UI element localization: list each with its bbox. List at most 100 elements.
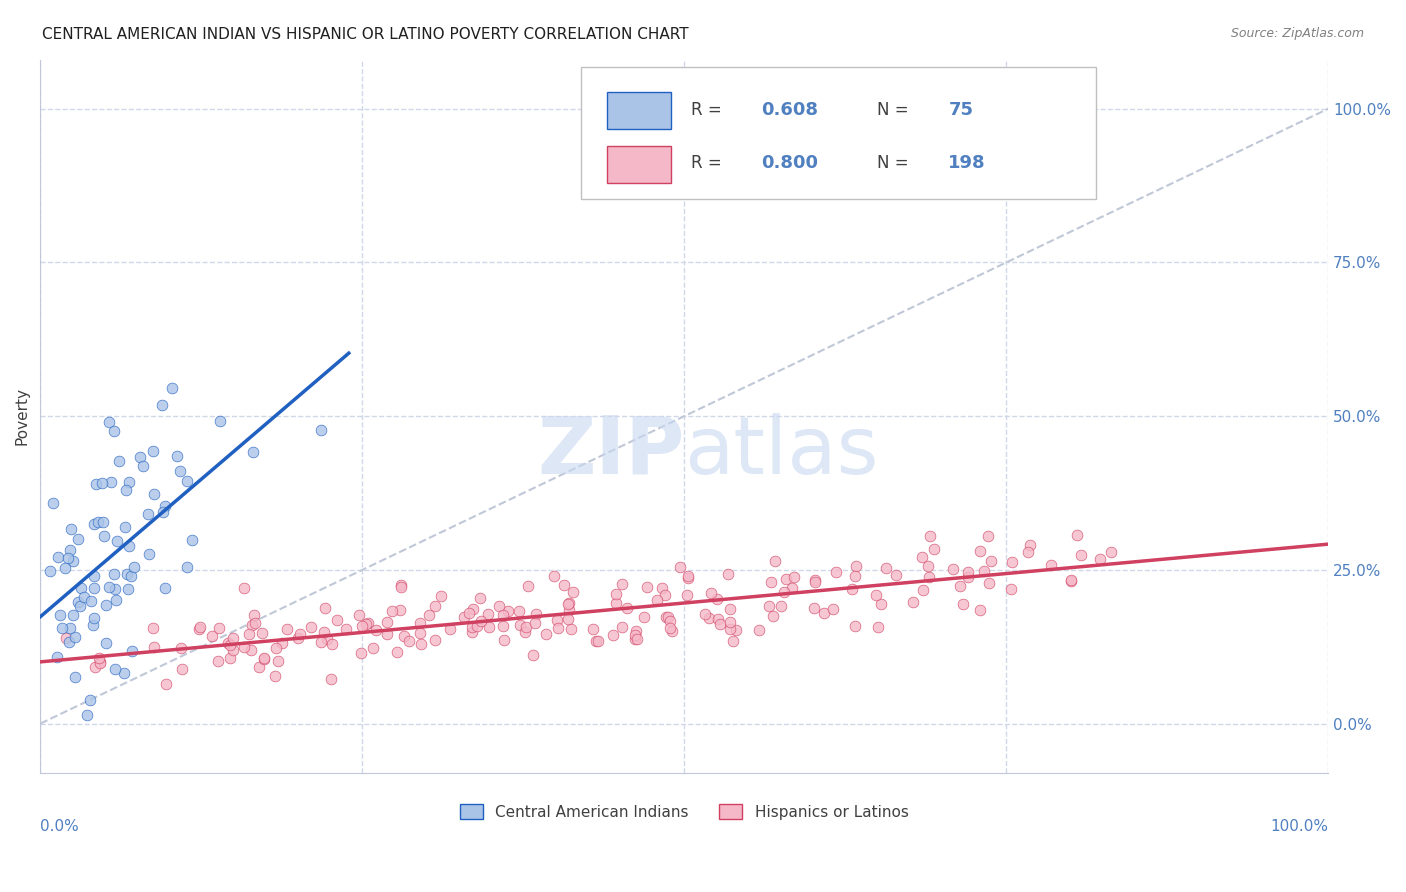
Point — [170, 640, 193, 655]
Point — [1040, 558, 1063, 572]
Text: 0.800: 0.800 — [762, 154, 818, 172]
Point — [53, 561, 76, 575]
Point — [222, 642, 245, 657]
Point — [155, 581, 177, 595]
Point — [121, 644, 143, 658]
Point — [866, 619, 889, 633]
Point — [93, 529, 115, 543]
Point — [86, 516, 108, 530]
Point — [948, 579, 970, 593]
Point — [89, 655, 111, 669]
Point — [841, 582, 863, 596]
Point — [977, 528, 1000, 542]
Point — [316, 632, 339, 647]
Point — [105, 593, 128, 607]
Point — [60, 522, 83, 536]
Point — [697, 610, 720, 624]
Point — [706, 592, 728, 607]
FancyBboxPatch shape — [607, 146, 672, 183]
Point — [84, 476, 107, 491]
Point — [155, 677, 177, 691]
Point — [335, 623, 357, 637]
Point — [969, 603, 991, 617]
Point — [969, 544, 991, 558]
Point — [956, 566, 979, 580]
Point — [624, 628, 647, 642]
Point — [247, 660, 270, 674]
Point — [253, 652, 276, 666]
Point — [56, 551, 79, 566]
Point — [166, 450, 188, 464]
Point — [669, 559, 692, 574]
Point — [980, 554, 1002, 568]
Point — [870, 597, 893, 611]
Point — [375, 615, 398, 629]
Point — [104, 582, 127, 596]
Point — [633, 609, 655, 624]
Point — [232, 640, 254, 655]
Point — [762, 609, 785, 624]
Point — [1017, 545, 1039, 559]
Point — [309, 423, 332, 437]
Point — [624, 624, 647, 639]
Point — [470, 614, 492, 628]
Point — [326, 613, 349, 627]
Point — [96, 598, 118, 612]
Point — [62, 553, 84, 567]
Point — [46, 649, 69, 664]
Point — [645, 592, 668, 607]
Point — [42, 496, 65, 510]
Point — [477, 607, 499, 621]
Point — [508, 604, 530, 618]
Point — [267, 654, 290, 668]
Point — [89, 656, 111, 670]
Point — [557, 612, 579, 626]
Point — [461, 620, 484, 634]
Point — [973, 564, 995, 578]
Point — [217, 636, 239, 650]
Point — [94, 636, 117, 650]
Point — [780, 581, 803, 595]
Point — [844, 569, 866, 583]
Point — [763, 554, 786, 568]
Point — [492, 608, 515, 623]
Point — [105, 534, 128, 549]
Point — [347, 608, 370, 623]
Point — [242, 607, 264, 622]
Point — [385, 645, 408, 659]
Point — [468, 591, 491, 606]
Point — [389, 580, 412, 594]
Point — [142, 640, 165, 655]
Point — [803, 600, 825, 615]
Point — [912, 582, 935, 597]
Point — [73, 590, 96, 604]
Point — [46, 550, 69, 565]
Point — [439, 622, 461, 636]
Point — [58, 543, 80, 558]
Point — [55, 632, 77, 646]
Point — [460, 625, 482, 640]
Point — [942, 562, 965, 576]
Point — [142, 443, 165, 458]
Point — [718, 622, 741, 636]
Point — [83, 660, 105, 674]
Point — [821, 602, 844, 616]
Point — [605, 596, 627, 610]
Point — [553, 578, 575, 592]
Point — [233, 582, 256, 596]
Point — [516, 579, 538, 593]
Point — [319, 672, 342, 686]
Text: ZIP: ZIP — [537, 413, 685, 491]
Point — [875, 560, 897, 574]
Point — [169, 464, 191, 478]
Point — [693, 607, 716, 622]
Point — [162, 381, 184, 395]
Point — [388, 602, 411, 616]
Point — [76, 707, 98, 722]
Point — [1099, 544, 1122, 558]
Point — [534, 627, 557, 641]
Point — [132, 459, 155, 474]
Point — [352, 619, 374, 633]
Point — [389, 577, 412, 591]
Point — [803, 574, 825, 588]
